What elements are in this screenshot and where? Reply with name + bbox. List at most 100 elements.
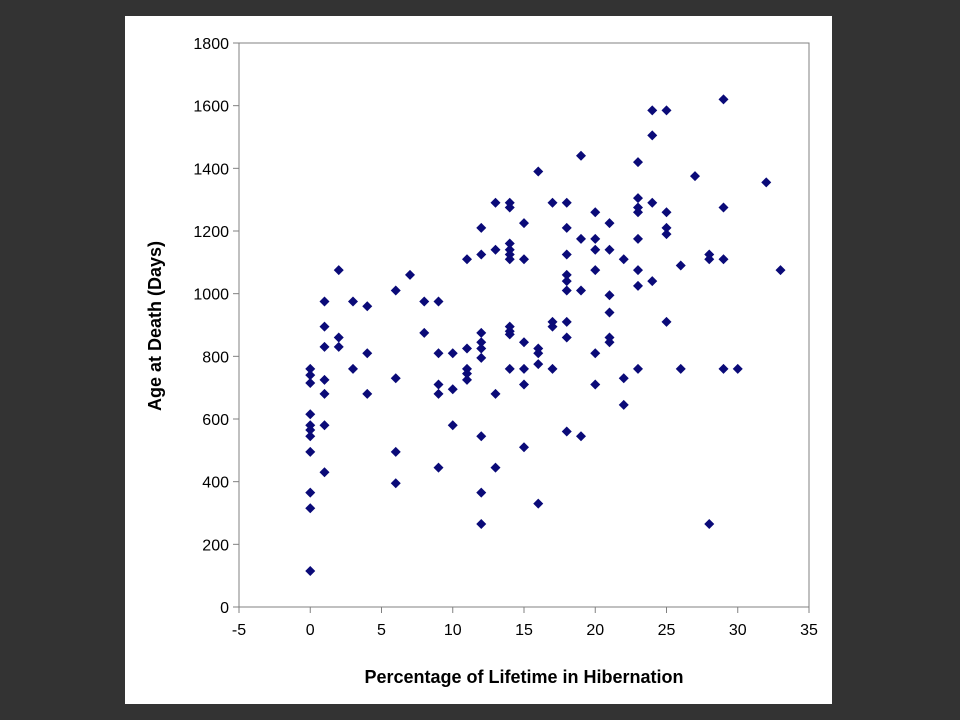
data-point [633,280,643,291]
y-tick-label: 1000 [193,287,229,304]
data-point [775,265,786,276]
data-point [476,327,487,338]
data-point [590,233,601,244]
data-point [476,518,487,529]
data-point [305,363,316,374]
data-point [647,105,658,116]
data-point [504,321,515,332]
data-point [633,202,643,213]
data-point [675,363,686,374]
data-point [718,254,729,265]
x-tick-label: 30 [729,622,747,639]
data-point [405,269,415,280]
data-point [447,420,458,431]
data-point [490,197,501,208]
data-point [675,260,686,271]
data-point [319,374,330,385]
data-point [533,166,544,177]
data-point [576,233,586,244]
data-point [561,285,572,296]
data-point [547,197,558,208]
data-point [661,316,672,327]
data-point [618,373,629,384]
x-axis-title: Percentage of Lifetime in Hibernation [364,667,683,687]
data-point [362,348,373,359]
data-point [547,316,558,327]
data-point [718,94,729,105]
data-point [476,487,487,498]
data-point [590,207,601,218]
y-tick-label: 800 [202,349,229,366]
data-point [362,301,373,312]
data-point [547,363,558,374]
data-point [661,222,672,233]
x-tick-label: 25 [658,622,676,639]
data-point [319,341,330,352]
data-point [604,244,615,255]
data-point [305,503,316,514]
data-point [447,384,458,395]
data-point [419,296,430,307]
x-tick-label: 35 [800,622,818,639]
data-point [590,244,601,255]
data-point [604,218,615,229]
data-point [732,363,743,374]
data-point [604,332,615,343]
data-point [519,337,529,348]
data-point [704,249,715,260]
data-point [305,409,316,420]
data-point [319,467,330,478]
data-point [647,197,658,208]
data-point [319,321,330,332]
data-point [504,238,515,249]
y-tick-label: 600 [202,412,229,429]
x-tick-label: 20 [586,622,604,639]
data-point [305,377,316,388]
y-axis-title: Age at Death (Days) [145,241,165,411]
y-tick-label: 1600 [193,99,229,116]
data-point [319,420,330,431]
data-point [633,193,643,204]
data-point [305,370,316,381]
data-point [761,177,772,188]
data-point [604,290,615,301]
data-point [433,462,444,473]
data-point [348,296,358,307]
data-point [576,431,586,442]
data-point [433,296,444,307]
data-point [433,379,444,390]
data-point [718,202,729,213]
data-point [447,348,458,359]
data-point [305,431,316,442]
data-point [718,363,729,374]
data-point [533,343,544,354]
data-point [618,399,629,410]
data-point [561,269,572,280]
data-point [490,388,501,399]
data-point [561,426,572,437]
data-point [333,265,344,276]
data-point [561,197,572,208]
data-point [576,150,586,161]
data-point [633,265,643,276]
data-point [661,229,672,240]
data-point [519,379,529,390]
data-point [490,244,501,255]
x-tick-label: 10 [444,622,462,639]
data-point [476,249,487,260]
y-tick-label: 1200 [193,224,229,241]
data-point [476,337,487,348]
data-points [305,94,786,576]
data-point [633,157,643,168]
data-point [519,254,529,265]
data-point [604,307,615,318]
data-point [519,363,529,374]
y-tick-label: 1800 [193,36,229,53]
y-tick-label: 400 [202,475,229,492]
y-tick-label: 0 [220,600,229,617]
data-point [590,265,601,276]
data-point [390,446,401,457]
y-tick-label: 200 [202,537,229,554]
data-point [661,207,672,218]
